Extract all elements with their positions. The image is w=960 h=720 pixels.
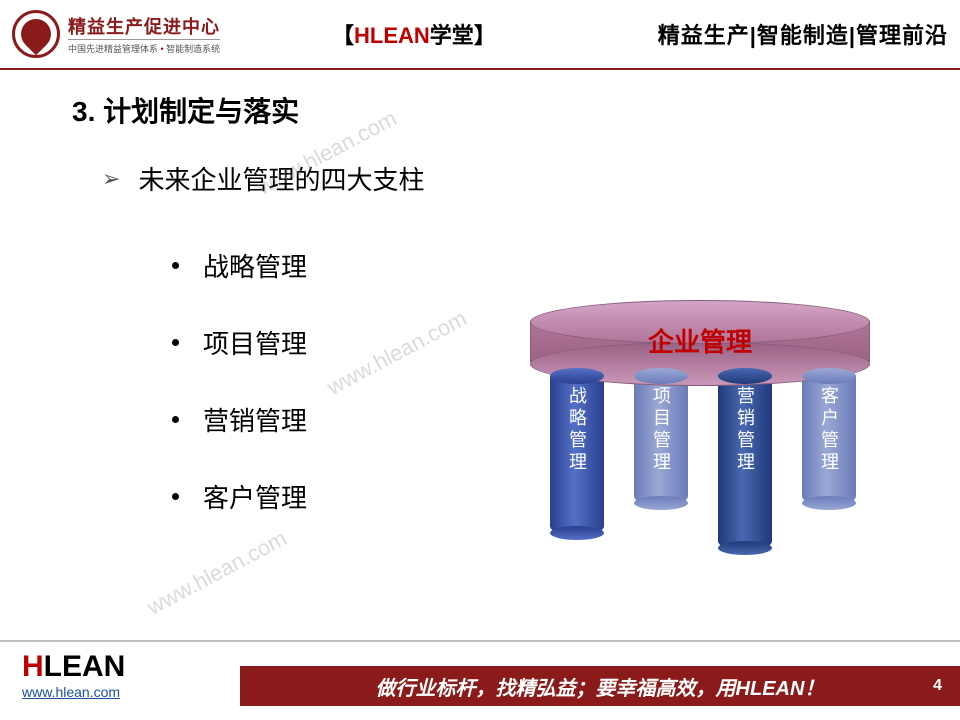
pillar: 项目管理 xyxy=(634,376,688,506)
pillar: 营销管理 xyxy=(718,376,772,551)
footer-logo: HLEAN www.hlean.com xyxy=(22,650,125,700)
list-text: 项目管理 xyxy=(203,324,307,361)
arrow-icon: ➢ xyxy=(102,166,120,192)
pillar: 战略管理 xyxy=(550,376,604,536)
footer-bar: 做行业标杆，找精弘益；要幸福高效，用HLEAN！ 4 xyxy=(240,666,960,706)
logo-area: 精益生产促进中心 中国先进精益管理体系 • 智能制造系统 xyxy=(12,10,292,58)
section-title: 3. 计划制定与落实 xyxy=(72,90,900,130)
footer-slogan: 做行业标杆，找精弘益；要幸福高效，用HLEAN！ xyxy=(376,672,825,701)
logo-text: 精益生产促进中心 中国先进精益管理体系 • 智能制造系统 xyxy=(68,13,220,55)
content: 3. 计划制定与落实 ➢ 未来企业管理的四大支柱 战略管理 项目管理 营销管理 … xyxy=(0,70,960,640)
dot-icon xyxy=(172,493,179,500)
pillar-diagram: 战略管理 项目管理 营销管理 客户管理 企业管理 xyxy=(520,300,880,580)
header-right: 精益生产|智能制造|管理前沿 xyxy=(658,18,948,50)
list-text: 客户管理 xyxy=(203,478,307,515)
pillar-label: 客户管理 xyxy=(816,386,842,474)
dot-icon xyxy=(172,416,179,423)
logo-icon xyxy=(12,10,60,58)
pillar-label: 战略管理 xyxy=(564,386,590,474)
logo-subtitle: 中国先进精益管理体系 • 智能制造系统 xyxy=(68,39,220,55)
footer-url: www.hlean.com xyxy=(22,684,125,700)
dot-icon xyxy=(172,339,179,346)
logo-title: 精益生产促进中心 xyxy=(68,13,220,39)
subtitle: 未来企业管理的四大支柱 xyxy=(138,160,424,197)
subtitle-row: ➢ 未来企业管理的四大支柱 xyxy=(102,160,900,197)
list-text: 战略管理 xyxy=(203,247,307,284)
pillars: 战略管理 项目管理 营销管理 客户管理 xyxy=(550,376,856,551)
pillar-label: 项目管理 xyxy=(648,386,674,474)
footer: HLEAN www.hlean.com 做行业标杆，找精弘益；要幸福高效，用HL… xyxy=(0,640,960,720)
header-center: 【HLEAN学堂】 xyxy=(332,18,496,50)
header: 精益生产促进中心 中国先进精益管理体系 • 智能制造系统 【HLEAN学堂】 精… xyxy=(0,0,960,70)
platform: 企业管理 xyxy=(530,300,870,372)
list-item: 战略管理 xyxy=(172,247,900,284)
pillar: 客户管理 xyxy=(802,376,856,506)
pillar-label: 营销管理 xyxy=(732,386,758,474)
page-number: 4 xyxy=(933,677,942,695)
list-text: 营销管理 xyxy=(203,401,307,438)
platform-label: 企业管理 xyxy=(530,322,870,359)
dot-icon xyxy=(172,262,179,269)
